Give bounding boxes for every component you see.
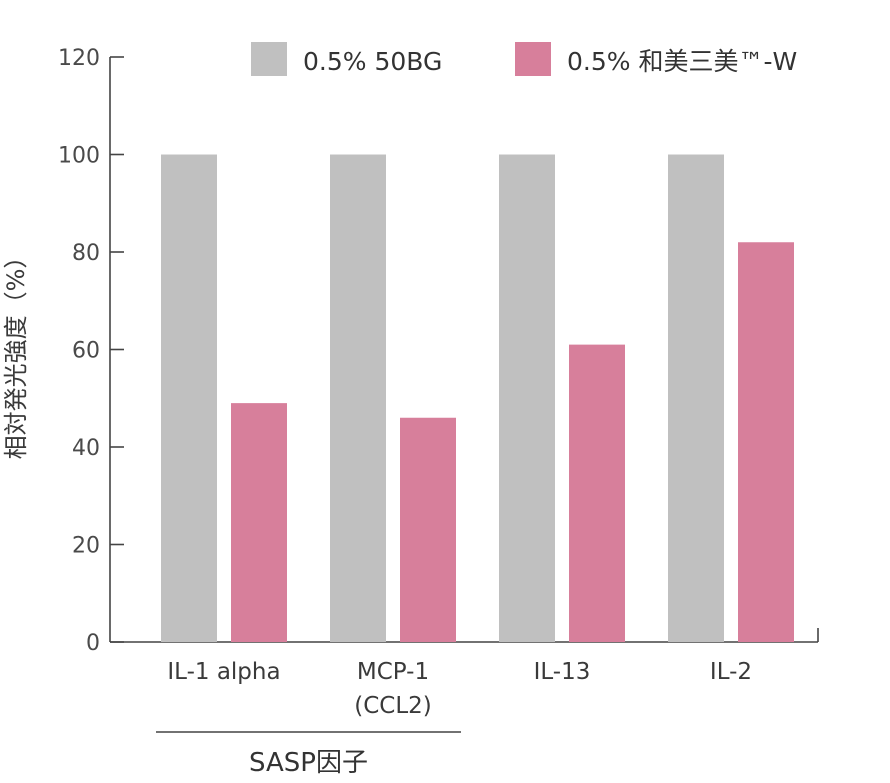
group-label: SASP因子 xyxy=(249,748,368,778)
y-tick-label: 100 xyxy=(58,144,100,169)
y-tick-label: 80 xyxy=(72,241,100,266)
bar-treatment xyxy=(400,417,456,642)
y-tick-label: 40 xyxy=(72,436,100,461)
category-label: IL-2 xyxy=(710,659,752,685)
bar-control xyxy=(161,154,217,642)
legend-label: 0.5% 和美三美™-W xyxy=(567,47,797,76)
legend-label: 0.5% 50BG xyxy=(303,47,442,76)
y-tick-label: 0 xyxy=(86,631,100,656)
bars xyxy=(161,154,794,642)
category-label: MCP-1 xyxy=(357,659,429,685)
bar-control xyxy=(668,154,724,642)
legend: 0.5% 50BG 0.5% 和美三美™-W xyxy=(251,42,797,76)
legend-swatch xyxy=(515,42,551,76)
bar-treatment xyxy=(569,344,625,642)
bar-treatment xyxy=(231,403,287,642)
legend-swatch xyxy=(251,42,287,76)
bar-treatment xyxy=(738,242,794,642)
bar-control xyxy=(499,154,555,642)
bar-control xyxy=(330,154,386,642)
y-tick-label: 20 xyxy=(72,534,100,559)
category-label: IL-1 alpha xyxy=(167,659,280,685)
category-label: IL-13 xyxy=(534,659,591,685)
y-tick-label: 60 xyxy=(72,339,100,364)
category-label: (CCL2) xyxy=(354,693,432,719)
x-labels: IL-1 alpha MCP-1 (CCL2) IL-13 IL-2 xyxy=(167,659,752,719)
y-axis-title: 相対発光強度（%） xyxy=(2,245,30,460)
y-ticks: 0 20 40 60 80 100 120 xyxy=(58,46,124,656)
y-tick-label: 120 xyxy=(58,46,100,71)
